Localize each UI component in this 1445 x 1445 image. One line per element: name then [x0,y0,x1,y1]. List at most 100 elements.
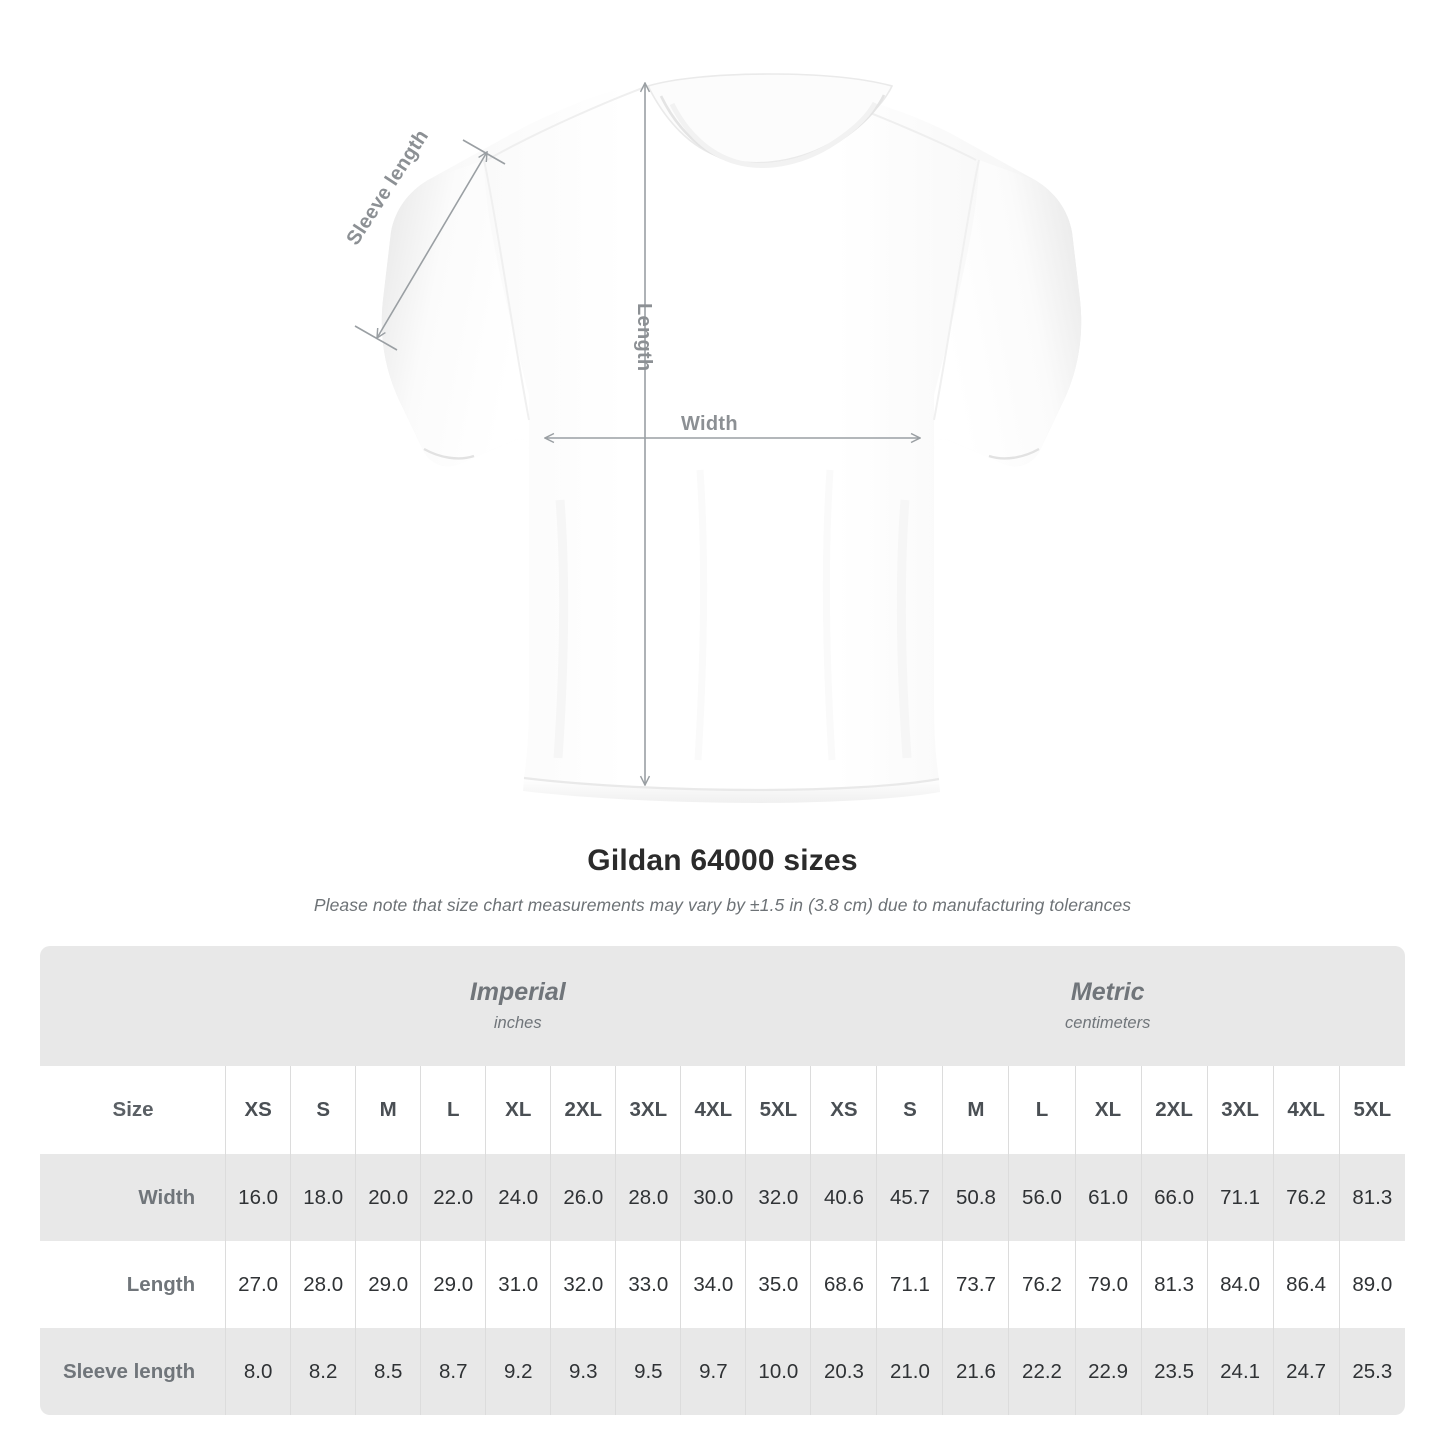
cell-width-metric-3xl: 71.1 [1206,1154,1273,1241]
cell-length-metric-m: 73.7 [942,1241,1009,1328]
cell-sleeve-length-imperial-4xl: 9.7 [680,1328,746,1415]
size-header-imperial-xl: XL [485,1066,551,1154]
cell-sleeve-length-imperial-xs: 8.0 [225,1328,291,1415]
group-title: Imperial [469,977,566,1006]
width-label: Width [681,413,738,435]
cell-width-imperial-4xl: 30.0 [680,1154,746,1241]
size-header-imperial-xs: XS [225,1066,291,1154]
cell-length-imperial-l: 29.0 [420,1241,486,1328]
group-unit: inches [493,1014,542,1033]
size-header-metric-s: S [876,1066,943,1154]
cell-length-imperial-5xl: 35.0 [745,1241,811,1328]
page-title: Gildan 64000 sizes [587,844,858,877]
cell-length-imperial-m: 29.0 [355,1241,421,1328]
cell-length-metric-5xl: 89.0 [1338,1241,1405,1328]
cell-width-imperial-5xl: 32.0 [745,1154,811,1241]
cell-length-imperial-s: 28.0 [290,1241,356,1328]
size-header-label: Size [40,1066,226,1154]
cell-length-imperial-3xl: 33.0 [615,1241,681,1328]
group-unit: centimeters [1065,1014,1151,1033]
cell-width-imperial-m: 20.0 [355,1154,421,1241]
cell-width-metric-xs: 40.6 [810,1154,877,1241]
size-header-imperial-4xl: 4XL [680,1066,746,1154]
cell-length-metric-3xl: 84.0 [1206,1241,1273,1328]
size-header-imperial-s: S [290,1066,356,1154]
tshirt-diagram: Sleeve length Length Width [342,73,1082,803]
cell-length-imperial-xs: 27.0 [225,1241,291,1328]
size-header-row: Size XS S M L XL 2XL 3XL 4XL 5XL XS S M L XL 2XL 3XL 4XL 5… [40,1066,1405,1154]
size-header-imperial-m: M [355,1066,421,1154]
size-header-imperial-5xl: 5XL [745,1066,811,1154]
size-header-metric-l: L [1008,1066,1075,1154]
cell-sleeve-length-metric-2xl: 23.5 [1140,1328,1207,1415]
cell-sleeve-length-imperial-m: 8.5 [355,1328,421,1415]
size-header-metric-xl: XL [1074,1066,1141,1154]
cell-sleeve-length-metric-l: 22.2 [1008,1328,1075,1415]
tolerance-note: Please note that size chart measurements… [313,895,1132,915]
cell-width-metric-s: 45.7 [876,1154,943,1241]
row-label-length: Length [40,1241,226,1328]
group-header-spacer [40,946,226,1066]
cell-sleeve-length-metric-s: 21.0 [876,1328,943,1415]
size-header-metric-m: M [942,1066,1009,1154]
size-chart-table: Imperial inches Metric centimeters Size XS S M L… [40,946,1405,1415]
cell-width-imperial-xs: 16.0 [225,1154,291,1241]
size-header-imperial-l: L [420,1066,486,1154]
cell-sleeve-length-imperial-s: 8.2 [290,1328,356,1415]
cell-length-metric-4xl: 86.4 [1272,1241,1339,1328]
tshirt-illustration [354,73,1082,803]
cell-sleeve-length-imperial-2xl: 9.3 [550,1328,616,1415]
cell-sleeve-length-imperial-5xl: 10.0 [745,1328,811,1415]
cell-length-metric-xl: 79.0 [1074,1241,1141,1328]
group-header-imperial: Imperial inches [225,946,811,1066]
cell-sleeve-length-metric-xs: 20.3 [810,1328,877,1415]
group-header-row: Imperial inches Metric centimeters [40,946,1405,1066]
cell-length-imperial-4xl: 34.0 [680,1241,746,1328]
cell-width-imperial-s: 18.0 [290,1154,356,1241]
cell-width-metric-2xl: 66.0 [1140,1154,1207,1241]
cell-length-metric-2xl: 81.3 [1140,1241,1207,1328]
cell-sleeve-length-imperial-xl: 9.2 [485,1328,551,1415]
cell-width-imperial-l: 22.0 [420,1154,486,1241]
cell-width-metric-4xl: 76.2 [1272,1154,1339,1241]
cell-sleeve-length-metric-xl: 22.9 [1074,1328,1141,1415]
row-label-width: Width [40,1154,226,1241]
table-row: Length 27.0 28.0 29.0 29.0 31.0 32.0 33.0 34.0 35… [40,1241,1405,1328]
sleeve-length-arrow [377,152,487,338]
cell-width-imperial-2xl: 26.0 [550,1154,616,1241]
title-block: Gildan 64000 sizes Please note that size… [0,844,1445,916]
size-header-metric-3xl: 3XL [1206,1066,1273,1154]
length-label: Length [633,303,655,372]
cell-length-imperial-2xl: 32.0 [550,1241,616,1328]
table-row: Width 16.0 18.0 20.0 22.0 24.0 26.0 28.0 30.0 32.… [40,1154,1405,1241]
cell-width-imperial-3xl: 28.0 [615,1154,681,1241]
cell-sleeve-length-metric-3xl: 24.1 [1206,1328,1273,1415]
cell-width-metric-m: 50.8 [942,1154,1009,1241]
cell-length-metric-xs: 68.6 [810,1241,877,1328]
size-header-metric-4xl: 4XL [1272,1066,1339,1154]
row-label-sleeve-length: Sleeve length [40,1328,226,1415]
table-row: Sleeve length 8.0 8.2 8.5 8.7 9.2 9.3 9.5 9.7 10.… [40,1328,1405,1415]
cell-sleeve-length-imperial-l: 8.7 [420,1328,486,1415]
cell-width-imperial-xl: 24.0 [485,1154,551,1241]
cell-sleeve-length-metric-m: 21.6 [942,1328,1009,1415]
sleeve-cap-bottom [354,325,398,351]
measurement-lines [354,83,920,785]
group-title: Metric [1070,977,1145,1006]
cell-sleeve-length-metric-4xl: 24.7 [1272,1328,1339,1415]
size-header-metric-xs: XS [810,1066,877,1154]
size-chart-table-wrapper: Imperial inches Metric centimeters Size XS S M L… [40,946,1405,1415]
size-header-imperial-3xl: 3XL [615,1066,681,1154]
size-header-metric-5xl: 5XL [1338,1066,1405,1154]
cell-length-metric-l: 76.2 [1008,1241,1075,1328]
cell-length-imperial-xl: 31.0 [485,1241,551,1328]
cell-length-metric-s: 71.1 [876,1241,943,1328]
sleeve-cap-top [462,139,506,165]
cell-width-metric-xl: 61.0 [1074,1154,1141,1241]
group-header-metric: Metric centimeters [810,946,1405,1066]
cell-sleeve-length-imperial-3xl: 9.5 [615,1328,681,1415]
size-header-metric-2xl: 2XL [1140,1066,1207,1154]
cell-width-metric-l: 56.0 [1008,1154,1075,1241]
size-header-imperial-2xl: 2XL [550,1066,616,1154]
cell-width-metric-5xl: 81.3 [1338,1154,1405,1241]
